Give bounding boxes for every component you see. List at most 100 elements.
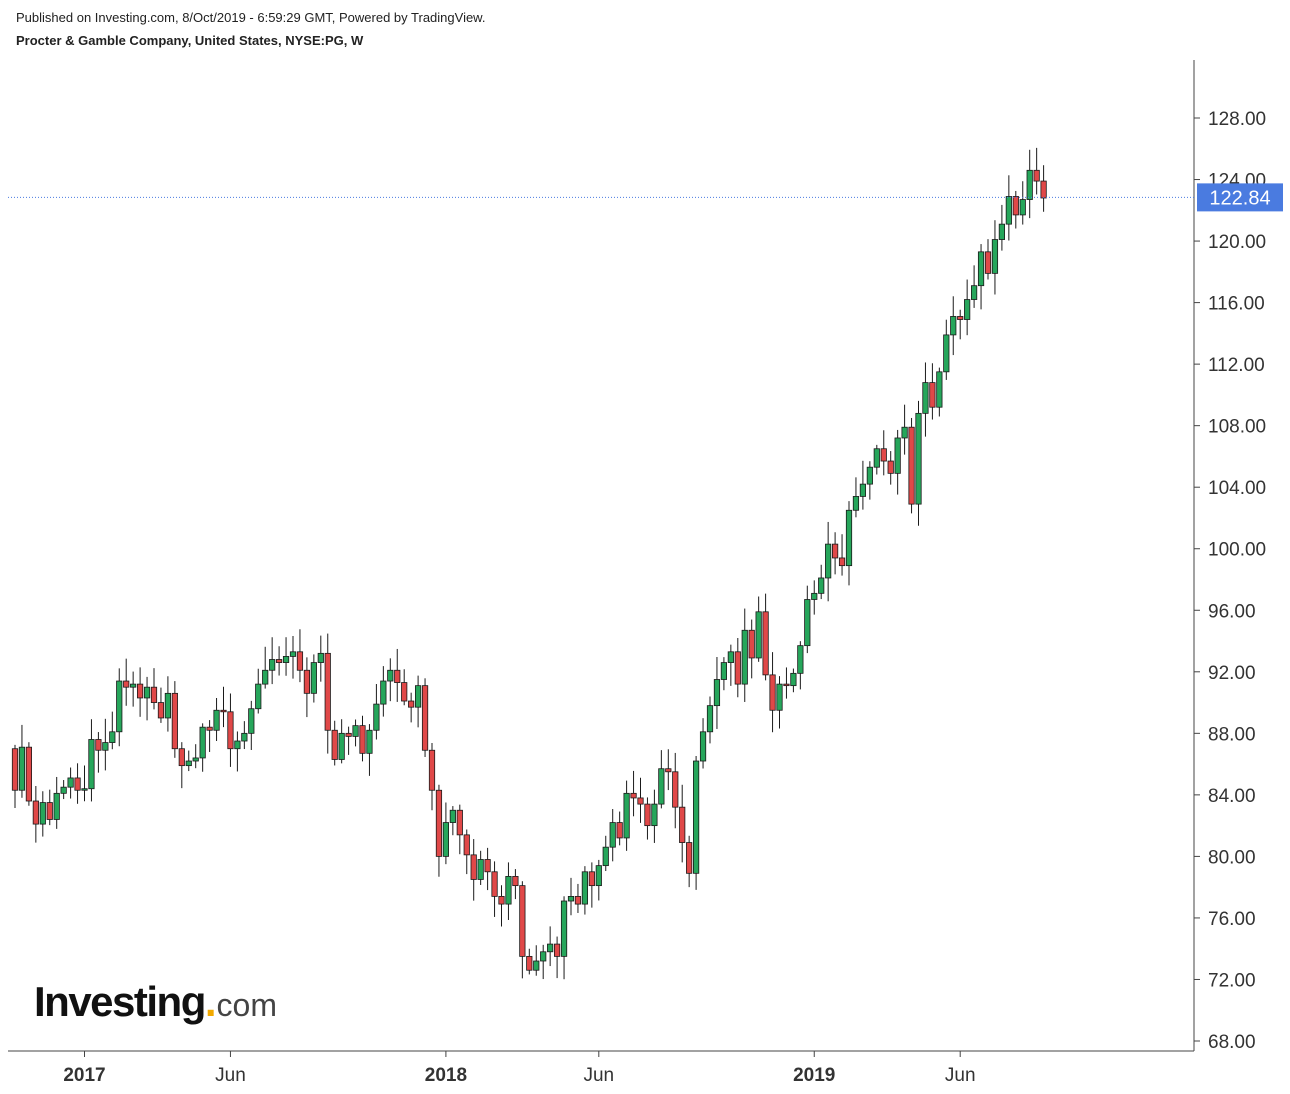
- y-tick-label: 96.00: [1208, 601, 1256, 622]
- candle-body: [269, 659, 276, 671]
- x-tick-label: 2017: [63, 1065, 105, 1086]
- candle: [713, 656, 721, 729]
- candle-body: [825, 543, 832, 579]
- candle-body: [178, 748, 185, 767]
- candle: [672, 752, 679, 829]
- candle-body: [679, 806, 686, 843]
- candle: [665, 749, 672, 791]
- candle-body: [595, 865, 602, 887]
- candle-body: [421, 685, 429, 751]
- candle: [901, 404, 908, 455]
- candle-body: [852, 496, 860, 511]
- y-tick-label: 84.00: [1208, 786, 1256, 807]
- candle-body: [873, 448, 880, 468]
- candle-body: [442, 822, 450, 857]
- candle-body: [116, 680, 123, 733]
- candle-body: [74, 777, 81, 791]
- candle: [734, 638, 741, 698]
- candle-body: [894, 437, 901, 474]
- candle: [693, 756, 700, 890]
- candle: [248, 700, 255, 751]
- candle: [748, 619, 755, 679]
- candle: [199, 723, 206, 772]
- candle: [435, 784, 443, 877]
- candle: [428, 743, 436, 811]
- candle-body: [505, 875, 512, 905]
- candle-body: [804, 599, 811, 647]
- x-tick-label: Jun: [583, 1065, 614, 1086]
- candle: [345, 726, 352, 755]
- candle: [554, 936, 561, 979]
- candle: [352, 719, 359, 747]
- candle: [630, 770, 637, 817]
- candle: [394, 648, 401, 702]
- candle-body: [859, 483, 867, 497]
- y-tick-label: 108.00: [1208, 417, 1266, 438]
- candle-body: [776, 683, 783, 711]
- candle: [255, 668, 262, 714]
- candle-body: [915, 412, 922, 505]
- candle-body: [581, 871, 589, 905]
- candle-body: [651, 803, 658, 827]
- y-tick-label: 80.00: [1208, 847, 1256, 868]
- candle: [811, 580, 818, 615]
- candle: [324, 633, 331, 754]
- candle: [852, 477, 860, 518]
- candle: [206, 720, 213, 752]
- candle-body: [762, 611, 769, 676]
- candle: [977, 244, 985, 310]
- candle-body: [957, 316, 964, 320]
- candle: [797, 641, 804, 690]
- candle-body: [887, 460, 894, 474]
- candle-body: [929, 382, 936, 408]
- candle: [1012, 190, 1019, 229]
- candle: [338, 719, 345, 764]
- candle-body: [609, 822, 616, 848]
- y-tick-label: 120.00: [1208, 232, 1266, 253]
- candle: [971, 265, 978, 308]
- candle: [192, 744, 199, 769]
- candle: [331, 720, 338, 766]
- candle: [998, 204, 1006, 251]
- candle-body: [150, 686, 158, 703]
- candle: [915, 400, 922, 526]
- candle: [720, 657, 728, 691]
- candle-body: [25, 746, 33, 802]
- candle: [275, 646, 283, 676]
- candle: [303, 657, 311, 718]
- candle-body: [310, 662, 317, 694]
- candle-body: [616, 822, 623, 839]
- candle-body: [317, 652, 324, 663]
- y-tick-label: 92.00: [1208, 663, 1256, 684]
- candle: [512, 869, 519, 900]
- candle-body: [303, 669, 311, 694]
- candle-body: [644, 803, 651, 827]
- candle-body: [338, 732, 345, 760]
- candle-body: [908, 426, 915, 505]
- investing-logo[interactable]: Investing.com: [34, 978, 277, 1026]
- candle-body: [727, 651, 734, 663]
- logo-text: Investing: [34, 978, 206, 1025]
- candle-body: [67, 777, 74, 788]
- candle-body: [408, 700, 415, 708]
- candle: [519, 881, 526, 979]
- candle: [317, 635, 324, 682]
- candle: [88, 719, 95, 802]
- candle: [18, 724, 26, 798]
- y-tick-label: 72.00: [1208, 970, 1256, 991]
- candle: [1026, 149, 1033, 219]
- y-tick-label: 100.00: [1208, 540, 1266, 561]
- candle: [53, 776, 60, 829]
- candle: [706, 696, 714, 744]
- candle-body: [255, 683, 262, 710]
- candle: [929, 363, 936, 420]
- candle: [873, 444, 880, 475]
- candle-body: [373, 703, 380, 731]
- candle-body: [1012, 196, 1019, 216]
- candlestick-series: [11, 147, 1047, 980]
- candle-body: [109, 731, 116, 743]
- candle: [67, 767, 74, 799]
- candle-body: [637, 797, 644, 805]
- candle: [540, 944, 547, 980]
